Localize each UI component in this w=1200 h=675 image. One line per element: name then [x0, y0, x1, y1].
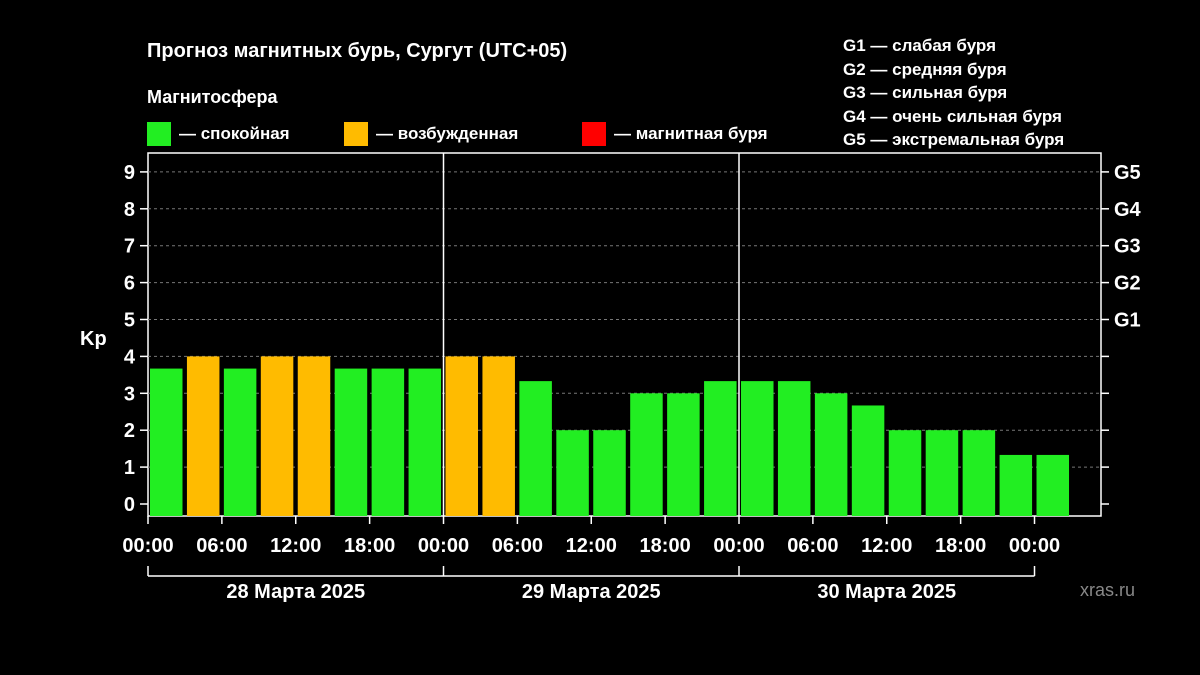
x-tick-label: 12:00 [566, 535, 617, 557]
kp-bar [704, 381, 737, 516]
kp-bar [888, 430, 922, 516]
kp-bar [186, 356, 220, 516]
x-tick-label: 18:00 [640, 535, 691, 557]
kp-bar [962, 430, 996, 516]
y-tick-label: 7 [124, 236, 135, 258]
x-tick-label: 00:00 [1009, 535, 1060, 557]
y-tick-label: 6 [124, 273, 135, 295]
x-tick-label: 12:00 [270, 535, 321, 557]
kp-bar [371, 368, 405, 516]
legend-item-storm: — магнитная буря [582, 122, 768, 146]
legend-item-active: — возбужденная [344, 122, 518, 146]
g-tick-label: G4 [1114, 199, 1142, 221]
day-label: 28 Марта 2025 [226, 581, 365, 603]
x-tick-label: 06:00 [196, 535, 247, 557]
legend-item-calm: — спокойная [147, 122, 290, 146]
x-tick-label: 06:00 [787, 535, 838, 557]
kp-bar [999, 454, 1033, 516]
g-legend-item: G4 — очень сильная буря [843, 106, 1062, 126]
chart-title: Прогноз магнитных бурь, Сургут (UTC+05) [147, 40, 568, 62]
y-tick-label: 3 [124, 383, 135, 405]
kp-bar [260, 356, 294, 516]
y-tick-label: 4 [124, 346, 136, 368]
kp-bar [334, 368, 368, 516]
chart-subtitle: Магнитосфера [147, 87, 278, 107]
g-legend-item: G2 — средняя буря [843, 59, 1007, 79]
y-tick-label: 0 [124, 494, 135, 516]
kp-bar [630, 393, 663, 516]
kp-bar [297, 356, 331, 516]
g-tick-label: G5 [1114, 162, 1141, 184]
x-tick-label: 00:00 [418, 535, 469, 557]
y-tick-label: 2 [124, 420, 135, 442]
kp-bar [741, 381, 774, 516]
kp-bar [445, 356, 479, 516]
kp-bar [814, 393, 848, 516]
legend-swatch-calm [147, 122, 171, 146]
kp-bar [667, 393, 700, 516]
day-label: 30 Марта 2025 [817, 581, 956, 603]
x-tick-label: 00:00 [713, 535, 764, 557]
day-label: 29 Марта 2025 [522, 581, 661, 603]
g-tick-label: G3 [1114, 236, 1141, 258]
g-legend-item: G5 — экстремальная буря [843, 130, 1065, 149]
g-scale-legend: G1 — слабая буря G2 — средняя буря G3 — … [843, 34, 1064, 152]
kp-bar [593, 430, 626, 516]
legend-label-storm: — магнитная буря [614, 124, 768, 143]
g-legend-item: G1 — слабая буря [843, 36, 997, 55]
kp-bar [777, 381, 811, 516]
x-tick-label: 06:00 [492, 535, 543, 557]
legend-label-active: — возбужденная [376, 124, 519, 143]
kp-bar [851, 405, 885, 516]
y-axis-label: Kp [80, 328, 107, 350]
y-tick-label: 5 [124, 310, 135, 332]
watermark: xras.ru [1080, 580, 1136, 600]
kp-bar [223, 368, 257, 516]
legend-swatch-storm [582, 122, 606, 146]
x-tick-label: 00:00 [122, 535, 173, 557]
x-tick-label: 18:00 [344, 535, 395, 557]
kp-bar [482, 356, 515, 516]
kp-bar [150, 368, 183, 516]
g-legend-item: G3 — сильная буря [843, 83, 1008, 102]
x-tick-label: 18:00 [935, 535, 986, 557]
kp-bar [519, 381, 552, 516]
y-tick-label: 1 [124, 457, 135, 479]
kp-bar [925, 430, 959, 516]
g-tick-label: G2 [1114, 273, 1141, 295]
legend-swatch-active [344, 122, 368, 146]
kp-bar [408, 368, 442, 516]
kp-bar [1036, 454, 1070, 516]
y-tick-label: 8 [124, 199, 135, 221]
kp-bar [556, 430, 589, 516]
g-tick-label: G1 [1114, 310, 1141, 332]
legend-label-calm: — спокойная [179, 124, 290, 143]
x-tick-label: 12:00 [861, 535, 912, 557]
y-tick-label: 9 [124, 162, 135, 184]
